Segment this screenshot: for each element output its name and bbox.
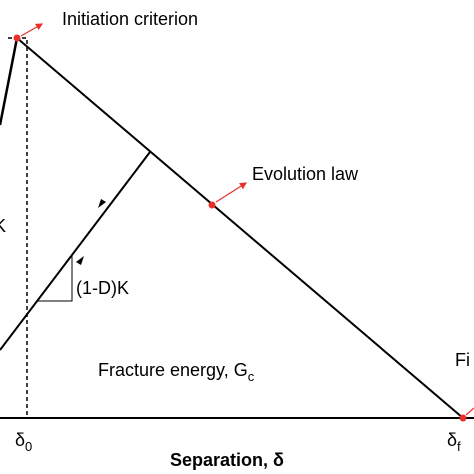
fracture-energy-label: Fracture energy, Gc xyxy=(98,360,255,384)
delta0-label: δ0 xyxy=(15,430,32,454)
fracture-energy-sub: c xyxy=(248,369,255,384)
unloading-line xyxy=(0,151,151,351)
softening-line xyxy=(16,37,464,419)
evolution-label: Evolution law xyxy=(252,164,359,184)
arrow-up xyxy=(98,199,106,208)
loading-line xyxy=(0,37,19,126)
delta0-main: δ xyxy=(15,430,25,450)
deltaf-sub: f xyxy=(457,439,461,454)
failure-label: Fi xyxy=(455,350,470,370)
failure-arrow xyxy=(465,407,474,416)
stiffness-label: K xyxy=(0,216,6,236)
initiation-arrow xyxy=(20,23,44,37)
evolution-point xyxy=(208,201,216,209)
failure-point xyxy=(459,414,467,422)
evolution-arrow xyxy=(215,182,248,203)
initiation-label: Initiation criterion xyxy=(62,9,198,29)
deltaf-main: δ xyxy=(447,430,457,450)
slope-marker xyxy=(37,255,73,302)
unloading-stiffness-label: (1-D)K xyxy=(76,278,129,298)
x-axis-label: Separation, δ xyxy=(170,450,284,470)
initiation-point xyxy=(13,34,21,42)
deltaf-label: δf xyxy=(447,430,461,454)
arrow-down xyxy=(76,256,84,265)
fracture-energy-main: Fracture energy, G xyxy=(98,360,248,380)
delta0-sub: 0 xyxy=(25,439,32,454)
